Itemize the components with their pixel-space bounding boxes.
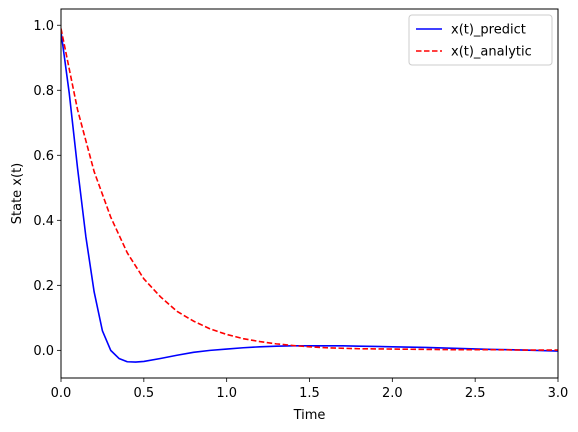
y-axis-label: State x(t)	[10, 163, 25, 224]
y-tick-label: 0.2	[33, 279, 54, 294]
x-tick-label: 2.0	[382, 386, 403, 401]
y-axis-ticks: 0.0 0.2 0.4 0.6 0.8 1.0	[33, 19, 61, 359]
legend-label-predict: x(t)_predict	[451, 23, 526, 38]
x-axis-label: Time	[293, 408, 326, 423]
series-line-analytic	[61, 28, 558, 351]
x-tick-label: 3.0	[548, 386, 569, 401]
y-tick-label: 0.4	[33, 214, 54, 229]
legend-box	[408, 14, 553, 66]
legend: x(t)_predict x(t)_analytic	[408, 14, 553, 66]
legend-label-analytic: x(t)_analytic	[451, 45, 532, 60]
x-tick-label: 1.5	[299, 386, 320, 401]
plot-lines	[61, 28, 558, 363]
y-tick-label: 0.8	[33, 84, 54, 99]
x-tick-label: 1.0	[216, 386, 237, 401]
series-line-predict	[61, 31, 558, 363]
y-tick-label: 0.0	[33, 344, 54, 359]
x-axis-ticks: 0.0 0.5 1.0 1.5 2.0 2.5 3.0	[51, 378, 569, 401]
y-tick-label: 0.6	[33, 149, 54, 164]
x-tick-label: 2.5	[465, 386, 486, 401]
x-tick-label: 0.5	[133, 386, 154, 401]
y-tick-label: 1.0	[33, 19, 54, 34]
x-tick-label: 0.0	[51, 386, 72, 401]
